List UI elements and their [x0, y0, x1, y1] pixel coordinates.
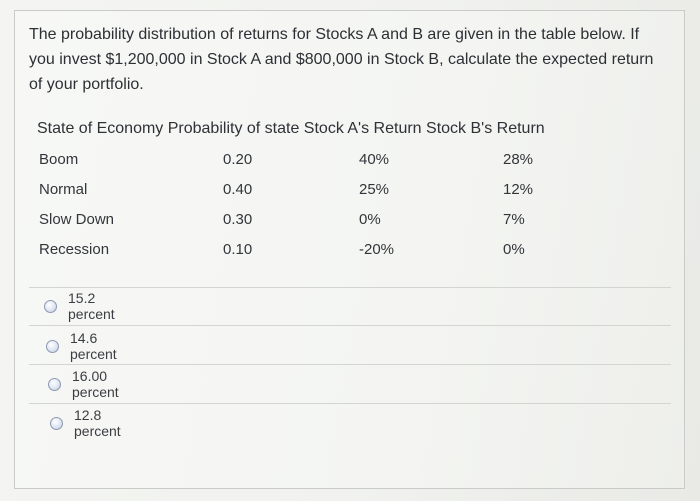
answer-option-label: 15.2 percent [68, 290, 115, 322]
state-cell: Normal [39, 181, 88, 198]
table-row: Normal 0.40 25% 12% [37, 175, 597, 205]
table-row: Slow Down 0.30 0% 7% [37, 205, 597, 235]
answer-option[interactable]: 12.8 percent [50, 407, 121, 439]
answer-option-label: 14.6 percent [70, 330, 117, 362]
answer-option-label: 12.8 percent [74, 407, 121, 439]
divider [29, 403, 671, 404]
stock-b-return-cell: 7% [503, 211, 525, 228]
state-cell: Recession [39, 241, 110, 258]
answer-option[interactable]: 15.2 percent [44, 290, 115, 322]
question-card: The probability distribution of returns … [14, 10, 685, 489]
stock-a-return-cell: -20% [359, 241, 395, 258]
stock-a-return-cell: 0% [359, 211, 381, 228]
divider [29, 287, 671, 288]
stock-a-return-cell: 40% [359, 151, 390, 168]
radio-button[interactable] [44, 299, 57, 313]
table-header: State of Economy Probability of state St… [37, 120, 545, 137]
divider [29, 364, 671, 365]
table-row: Boom 0.20 40% 28% [37, 145, 597, 175]
probability-cell: 0.20 [223, 151, 253, 168]
state-cell: Slow Down [39, 211, 115, 228]
state-cell: Boom [39, 151, 79, 168]
probability-cell: 0.10 [223, 241, 253, 258]
probability-cell: 0.40 [223, 181, 253, 198]
question-text: The probability distribution of returns … [29, 26, 654, 93]
radio-button[interactable] [50, 416, 63, 430]
stock-b-return-cell: 0% [503, 241, 525, 258]
stock-b-return-cell: 28% [503, 151, 534, 168]
stock-a-return-cell: 25% [359, 181, 390, 198]
probability-cell: 0.30 [223, 211, 253, 228]
answer-option[interactable]: 16.00 percent [48, 368, 119, 400]
table-row: Recession 0.10 -20% 0% [37, 235, 597, 265]
answer-option-label: 16.00 percent [72, 368, 119, 400]
stock-b-return-cell: 12% [503, 181, 534, 198]
answer-option[interactable]: 14.6 percent [46, 330, 117, 362]
radio-button[interactable] [46, 339, 59, 353]
radio-button[interactable] [48, 377, 61, 391]
returns-table: State of Economy Probability of state St… [37, 117, 597, 265]
divider [29, 325, 671, 326]
